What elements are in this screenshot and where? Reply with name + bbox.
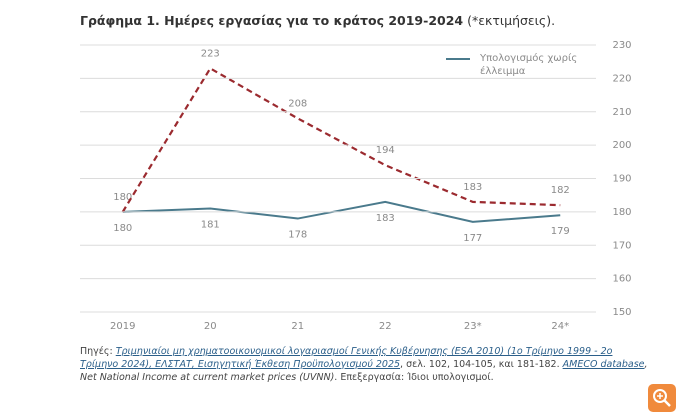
y-tick-label: 190: [612, 174, 631, 185]
series-line: [122, 200, 561, 223]
zoom-lens: [653, 389, 667, 403]
source-text: , Net National Income at current market …: [80, 359, 648, 383]
data-label: 177: [463, 233, 482, 244]
series-line: [121, 66, 561, 213]
y-tick-label: 180: [612, 207, 631, 218]
legend-swatch: [446, 58, 470, 60]
legend: Υπολογισμός χωρίς έλλειμμα: [446, 52, 590, 78]
y-tick-label: 230: [612, 40, 631, 51]
data-label: 223: [201, 48, 220, 59]
y-tick-label: 220: [612, 73, 631, 84]
x-tick-label: 21: [291, 321, 304, 332]
data-label: 179: [551, 226, 570, 237]
source-text: Πηγές:: [80, 346, 116, 357]
source-text: Τριμηνιαίοι μη χρηματοοικονομικοί λογαρι…: [80, 346, 613, 370]
y-tick-label: 170: [612, 240, 631, 251]
data-label: 208: [288, 98, 307, 109]
data-label: 182: [551, 185, 570, 196]
y-tick-label: 150: [612, 307, 631, 318]
data-label: 183: [463, 182, 482, 193]
data-label: 194: [376, 145, 395, 156]
zoom-button[interactable]: [648, 384, 676, 412]
zoom-icon[interactable]: [648, 384, 676, 412]
x-tick-label: 2019: [110, 321, 135, 332]
data-label: 180: [113, 223, 132, 234]
source-text: . Επεξεργασία: Ίδιοι υπολογισμοί.: [334, 372, 494, 383]
data-label: 178: [288, 230, 307, 241]
zoom-handle: [663, 399, 671, 407]
chart-subtitle: (*εκτιμήσεις).: [467, 13, 556, 28]
x-tick-label: 23*: [464, 321, 482, 332]
y-tick-label: 200: [612, 140, 631, 151]
y-tick-label: 160: [612, 274, 631, 285]
legend-label: Υπολογισμός χωρίς έλλειμμα: [480, 53, 578, 77]
x-tick-label: 22: [379, 321, 392, 332]
chart-title: Γράφημα 1. Ημέρες εργασίας για το κράτος…: [80, 13, 464, 28]
x-tick-label: 24*: [551, 321, 569, 332]
data-label: 181: [201, 220, 220, 231]
data-label: 183: [376, 213, 395, 224]
source-note: Πηγές: Τριμηνιαίοι μη χρηματοοικονομικοί…: [80, 345, 650, 384]
x-tick-label: 20: [204, 321, 217, 332]
source-text: , σελ. 102, 104-105, και 181-182.: [400, 359, 563, 370]
source-text: AMECO database: [562, 359, 645, 370]
title-line: Γράφημα 1. Ημέρες εργασίας για το κράτος…: [80, 13, 555, 28]
data-label: 180: [113, 192, 132, 203]
y-tick-label: 210: [612, 107, 631, 118]
